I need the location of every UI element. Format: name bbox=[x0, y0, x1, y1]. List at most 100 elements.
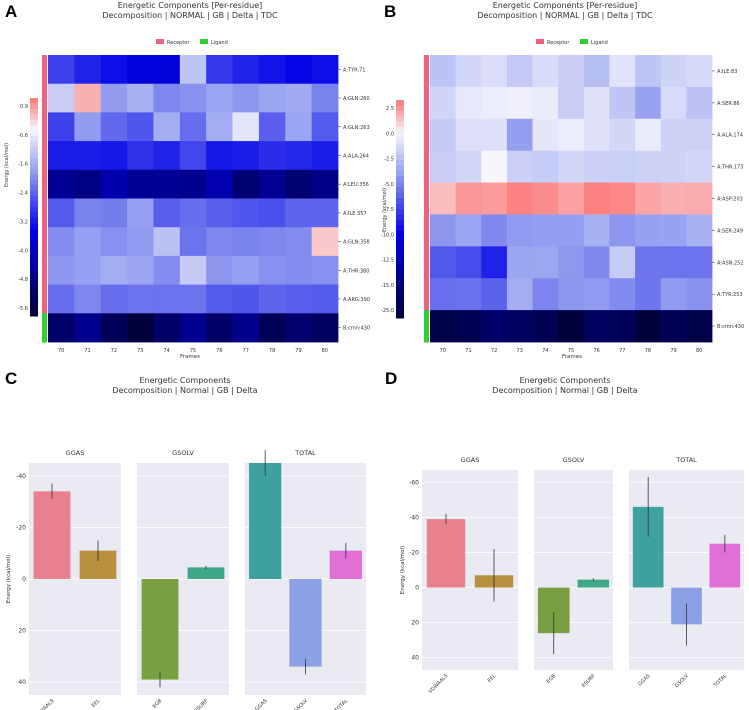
heatmap-cell bbox=[153, 141, 181, 171]
heatmap-cell bbox=[635, 246, 662, 279]
colorbar-segment bbox=[30, 261, 38, 268]
colorbar-segment bbox=[396, 258, 404, 264]
group-strip-receptor bbox=[42, 112, 47, 142]
frame-tick-label: 73 bbox=[517, 348, 523, 354]
heatmap-cell bbox=[206, 55, 233, 85]
heatmap-cell bbox=[74, 141, 102, 171]
heatmap-cell bbox=[481, 86, 508, 120]
heatmap-cell bbox=[609, 278, 636, 311]
colorbar-segment bbox=[30, 130, 38, 137]
colorbar-segment bbox=[30, 125, 38, 132]
colorbar-segment bbox=[30, 245, 38, 252]
heatmap-cell bbox=[206, 83, 233, 113]
colorbar-tick-label: -3.2 bbox=[18, 219, 28, 225]
colorbar-segment bbox=[30, 185, 38, 192]
group-strip-ligand bbox=[424, 310, 429, 343]
heatmap-cell bbox=[506, 278, 533, 311]
bar-tick-label: EGB bbox=[152, 698, 164, 710]
row-label: A:ILE:357 bbox=[343, 211, 367, 217]
bar-tick-label: ESURF bbox=[581, 673, 597, 689]
group-strip-receptor bbox=[42, 227, 47, 257]
bar-tick-label: EGB bbox=[546, 673, 558, 685]
colorbar-segment bbox=[396, 307, 404, 314]
row-label: A:TYR:71 bbox=[343, 67, 366, 73]
row-label: A:ALA:264 bbox=[343, 153, 369, 159]
colorbar-segment bbox=[30, 190, 38, 197]
heatmap-cell bbox=[100, 227, 128, 257]
heatmap-cell bbox=[430, 310, 457, 343]
heatmap-cell bbox=[48, 112, 75, 142]
row-label: A:ASN:252 bbox=[717, 260, 744, 266]
heatmap-cell bbox=[232, 55, 260, 85]
bar-tick-label: GGAS bbox=[637, 673, 651, 687]
heatmap-cell bbox=[609, 310, 636, 343]
frame-tick-label: 76 bbox=[593, 348, 599, 354]
heatmap-cell bbox=[285, 198, 313, 228]
heatmap-cell bbox=[532, 278, 559, 311]
bar-c-subtitle: Decomposition | Normal | GB | Delta bbox=[112, 386, 257, 395]
heatmap-cell bbox=[179, 227, 207, 257]
heatmap-cell bbox=[232, 83, 260, 113]
colorbar-segment bbox=[396, 263, 404, 270]
heatmap-cell bbox=[179, 284, 207, 314]
colorbar-segment bbox=[396, 203, 404, 210]
group-strip-receptor bbox=[42, 55, 47, 85]
heatmap-b-title: Energetic Components [Per-residue] bbox=[493, 1, 638, 10]
colorbar-segment bbox=[30, 299, 38, 306]
row-label: A:GLN:358 bbox=[343, 240, 370, 246]
colorbar-tick-label: -2.4 bbox=[18, 191, 28, 197]
heatmap-cell bbox=[127, 112, 154, 142]
colorbar-segment bbox=[30, 250, 38, 257]
heatmap-cell bbox=[609, 118, 636, 152]
colorbar-segment bbox=[30, 266, 38, 273]
heatmap-b-subtitle: Decomposition | NORMAL | GB | Delta | TD… bbox=[477, 11, 653, 20]
heatmap-cell bbox=[635, 86, 662, 120]
heatmap-cell bbox=[532, 118, 559, 152]
heatmap-cell bbox=[179, 313, 207, 343]
group-strip-receptor bbox=[424, 182, 429, 215]
row-label: A:TYR:253 bbox=[717, 292, 743, 298]
group-strip-receptor bbox=[42, 198, 47, 228]
heatmap-cell bbox=[635, 150, 662, 183]
heatmap-cell bbox=[455, 150, 482, 183]
legend-receptor-swatch bbox=[156, 39, 164, 44]
frame-tick-label: 78 bbox=[269, 348, 275, 354]
heatmap-cell bbox=[558, 310, 585, 343]
heatmap-cell bbox=[583, 118, 610, 152]
heatmap-cell bbox=[258, 284, 286, 314]
heatmap-cell bbox=[153, 83, 181, 113]
group-strip-receptor bbox=[424, 278, 429, 311]
row-label: A:THR:173 bbox=[717, 165, 743, 171]
heatmap-cell bbox=[311, 255, 339, 285]
heatmap-cell bbox=[179, 169, 207, 199]
colorbar-segment bbox=[30, 201, 38, 208]
bar-tick-label: GSOLV bbox=[293, 698, 309, 710]
heatmap-cell bbox=[686, 182, 713, 215]
colorbar-tick-label: -12.5 bbox=[381, 258, 394, 264]
frame-tick-label: 75 bbox=[568, 348, 574, 354]
subplot-title: GGAS bbox=[461, 456, 480, 464]
frame-tick-label: 74 bbox=[542, 348, 548, 354]
heatmap-cell bbox=[583, 86, 610, 120]
subplot-title: TOTAL bbox=[294, 449, 316, 457]
colorbar-tick-label: 0.9 bbox=[20, 104, 28, 110]
heatmap-cell bbox=[311, 141, 339, 171]
heatmap-cell bbox=[127, 141, 154, 171]
colorbar-segment bbox=[30, 141, 38, 148]
colorbar-segment bbox=[396, 209, 404, 215]
row-label: A:ILE:83 bbox=[717, 69, 737, 75]
heatmap-cell bbox=[311, 83, 339, 113]
heatmap-cell bbox=[285, 169, 313, 199]
row-label: A:GLN:260 bbox=[343, 96, 370, 102]
heatmap-cell bbox=[127, 284, 154, 314]
heatmap-cell bbox=[153, 284, 181, 314]
heatmap-cell bbox=[532, 182, 559, 215]
heatmap-cell bbox=[179, 83, 207, 113]
heatmap-cell bbox=[660, 86, 687, 120]
heatmap-cell bbox=[311, 313, 339, 343]
heatmap-cell bbox=[285, 255, 313, 285]
heatmap-cell bbox=[583, 246, 610, 279]
colorbar-segment bbox=[30, 157, 38, 164]
heatmap-cell bbox=[455, 246, 482, 279]
heatmap-a: Energetic Components [Per-residue] Decom… bbox=[4, 1, 370, 360]
